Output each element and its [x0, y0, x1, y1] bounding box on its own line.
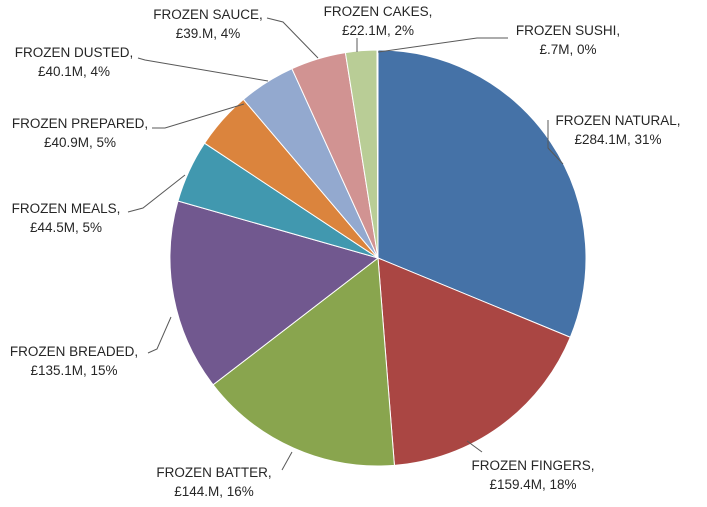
leader-line: [547, 120, 564, 165]
data-label: FROZEN CAKES, £22.1M, 2%: [324, 4, 433, 38]
data-label-value: £159.4M, 18%: [489, 477, 576, 492]
data-label-value: £284.1M, 31%: [574, 132, 661, 147]
data-label-category: FROZEN SAUCE,: [153, 7, 263, 22]
data-label-category: FROZEN FINGERS,: [471, 458, 594, 473]
leader-lines: [127, 17, 564, 471]
data-label-category: FROZEN BATTER,: [156, 465, 271, 480]
data-label-value: £22.1M, 2%: [342, 23, 414, 38]
data-label-value: £135.1M, 15%: [30, 363, 117, 378]
data-label-category: FROZEN MEALS,: [12, 201, 121, 216]
data-label-category: FROZEN SUSHI,: [516, 23, 620, 38]
data-label-category: FROZEN CAKES,: [324, 4, 433, 19]
data-label-category: FROZEN PREPARED,: [12, 116, 148, 131]
pie-slice-frozen-batter: [212, 257, 395, 467]
data-label: FROZEN MEALS, £44.5M, 5%: [12, 201, 121, 235]
data-label: FROZEN BATTER, £144.M, 16%: [156, 465, 271, 499]
data-labels: FROZEN NATURAL, £284.1M, 31% FROZEN FINGER…: [10, 4, 681, 499]
data-label-value: £39.M, 4%: [176, 26, 241, 41]
data-label: FROZEN SAUCE, £39.M, 4%: [153, 7, 263, 41]
data-label-value: £144.M, 16%: [174, 484, 254, 499]
pie-slice-frozen-natural: [377, 49, 587, 338]
data-label-category: FROZEN DUSTED,: [15, 45, 134, 60]
data-label-value: £44.5M, 5%: [30, 220, 102, 235]
data-label-value: £.7M, 0%: [539, 42, 596, 57]
leader-line: [266, 17, 319, 59]
data-label: FROZEN FINGERS, £159.4M, 18%: [471, 458, 594, 492]
data-label: FROZEN NATURAL, £284.1M, 31%: [555, 113, 680, 147]
leader-line: [137, 57, 269, 82]
data-label: FROZEN SUSHI, £.7M, 0%: [516, 23, 620, 57]
data-label-category: FROZEN NATURAL,: [555, 113, 680, 128]
data-label-value: £40.9M, 5%: [44, 135, 116, 150]
data-label-category: FROZEN BREADED,: [10, 344, 138, 359]
leader-line: [377, 37, 508, 53]
pie-slice-frozen-breaded: [169, 200, 380, 386]
pie-slice-frozen-sushi: [376, 49, 379, 259]
leader-line: [147, 316, 172, 354]
leader-line: [152, 103, 245, 129]
data-label: FROZEN DUSTED, £40.1M, 4%: [15, 45, 134, 79]
pie-slice-frozen-fingers: [377, 257, 571, 466]
data-label: FROZEN BREADED, £135.1M, 15%: [10, 344, 138, 378]
leader-line: [127, 174, 186, 213]
pie-slices: [169, 49, 587, 467]
leader-line: [281, 451, 293, 471]
data-label: FROZEN PREPARED, £40.9M, 5%: [12, 116, 148, 150]
data-label-value: £40.1M, 4%: [38, 64, 110, 79]
leader-line: [466, 440, 483, 453]
